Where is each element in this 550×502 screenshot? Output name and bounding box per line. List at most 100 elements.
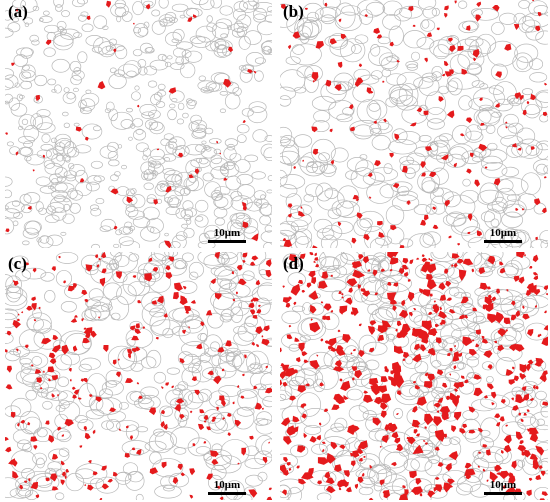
grain-boundary bbox=[26, 154, 45, 166]
red-phase bbox=[383, 490, 390, 499]
grain-boundary bbox=[108, 73, 127, 89]
red-phase bbox=[330, 160, 335, 165]
grain-boundary bbox=[202, 172, 214, 182]
red-phase bbox=[343, 470, 350, 478]
red-phase bbox=[242, 221, 249, 229]
red-phase bbox=[98, 258, 101, 261]
grain-boundary bbox=[214, 73, 231, 85]
grain-boundary bbox=[55, 270, 72, 287]
grain-boundary bbox=[413, 204, 431, 216]
grain-boundary bbox=[226, 143, 236, 151]
red-phase bbox=[492, 479, 495, 483]
grain-boundary bbox=[128, 225, 136, 231]
grain-boundary bbox=[125, 107, 133, 113]
grain-boundary bbox=[175, 41, 193, 50]
red-phase bbox=[368, 347, 374, 353]
red-phase bbox=[237, 278, 247, 286]
grain-boundary bbox=[108, 108, 119, 122]
red-phase bbox=[424, 426, 428, 429]
red-phase bbox=[182, 329, 187, 334]
red-phase bbox=[95, 396, 102, 402]
grain-boundary bbox=[165, 389, 184, 406]
red-phase bbox=[287, 203, 293, 208]
red-phase bbox=[61, 434, 64, 437]
grain-boundary bbox=[203, 409, 223, 424]
red-phase bbox=[339, 309, 344, 315]
red-phase bbox=[191, 376, 197, 382]
red-phase bbox=[335, 396, 346, 405]
grain-boundary bbox=[55, 4, 63, 12]
grain-boundary bbox=[214, 265, 238, 281]
grain-boundary bbox=[471, 398, 497, 412]
red-phase bbox=[97, 81, 106, 90]
red-phase bbox=[486, 479, 489, 482]
grain-boundary bbox=[46, 31, 56, 42]
grain-boundary bbox=[5, 68, 15, 79]
red-phase bbox=[288, 467, 292, 471]
grain-boundary bbox=[62, 91, 77, 104]
grain-boundary bbox=[329, 39, 356, 57]
grain-boundary bbox=[218, 282, 251, 299]
red-phase bbox=[203, 420, 207, 423]
grain-boundary bbox=[212, 292, 242, 317]
grain-boundary bbox=[159, 182, 166, 188]
red-phase bbox=[84, 432, 91, 440]
red-phase bbox=[469, 349, 477, 356]
red-phase bbox=[280, 370, 286, 380]
red-phase bbox=[324, 471, 331, 479]
red-phase bbox=[45, 477, 50, 482]
red-phase bbox=[529, 397, 534, 401]
red-phase bbox=[317, 457, 329, 465]
red-phase bbox=[5, 384, 13, 390]
red-phase bbox=[288, 324, 292, 328]
grain-boundary bbox=[158, 0, 169, 9]
red-phase bbox=[304, 383, 310, 387]
red-phase bbox=[13, 280, 19, 286]
red-phase bbox=[451, 425, 457, 433]
red-phase bbox=[187, 17, 193, 22]
red-phase bbox=[165, 272, 173, 279]
grain-boundary bbox=[194, 214, 209, 228]
grain-boundary bbox=[172, 28, 185, 42]
grain-boundary bbox=[290, 444, 309, 458]
red-phase bbox=[235, 291, 238, 295]
grain-boundary bbox=[120, 119, 134, 129]
grain-boundary bbox=[248, 101, 267, 113]
grain-boundary bbox=[162, 153, 177, 162]
red-phase bbox=[441, 319, 446, 325]
red-phase bbox=[384, 424, 391, 432]
red-phase bbox=[422, 289, 431, 297]
red-phase bbox=[5, 228, 10, 233]
red-phase bbox=[402, 165, 408, 173]
grain-boundary bbox=[253, 198, 263, 206]
grain-boundary bbox=[45, 214, 60, 224]
grain-boundary bbox=[51, 189, 68, 199]
grain-boundary bbox=[125, 327, 154, 349]
grain-boundary bbox=[204, 230, 218, 239]
red-phase bbox=[505, 329, 508, 332]
red-phase bbox=[303, 432, 308, 439]
red-phase bbox=[251, 233, 259, 242]
grain-boundary bbox=[303, 193, 315, 203]
red-phase bbox=[254, 402, 263, 410]
red-phase bbox=[175, 398, 185, 404]
grain-boundary bbox=[26, 316, 45, 331]
grain-boundary bbox=[195, 25, 217, 43]
grain-boundary bbox=[503, 113, 519, 128]
red-phase bbox=[232, 298, 236, 302]
red-phase bbox=[350, 460, 356, 467]
grain-boundary bbox=[110, 174, 119, 182]
grain-boundary bbox=[5, 218, 15, 235]
grain-boundary bbox=[428, 454, 440, 464]
red-phase bbox=[61, 471, 67, 477]
grain-boundary bbox=[475, 33, 497, 55]
red-phase bbox=[309, 252, 314, 256]
grain-boundary bbox=[313, 218, 333, 233]
grain-boundary bbox=[239, 0, 258, 13]
grain-boundary bbox=[108, 295, 130, 321]
red-phase bbox=[408, 6, 414, 12]
grain-boundary bbox=[44, 162, 63, 175]
grain-boundary bbox=[244, 30, 262, 45]
red-phase bbox=[391, 431, 399, 439]
red-phase bbox=[268, 487, 272, 491]
